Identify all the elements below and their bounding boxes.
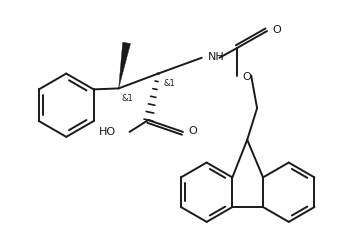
Polygon shape — [119, 42, 131, 88]
Text: NH: NH — [208, 52, 224, 62]
Text: HO: HO — [99, 127, 116, 137]
Text: O: O — [272, 25, 281, 35]
Text: O: O — [242, 72, 251, 82]
Text: &1: &1 — [122, 94, 133, 103]
Text: O: O — [188, 126, 197, 136]
Text: &1: &1 — [163, 79, 175, 88]
